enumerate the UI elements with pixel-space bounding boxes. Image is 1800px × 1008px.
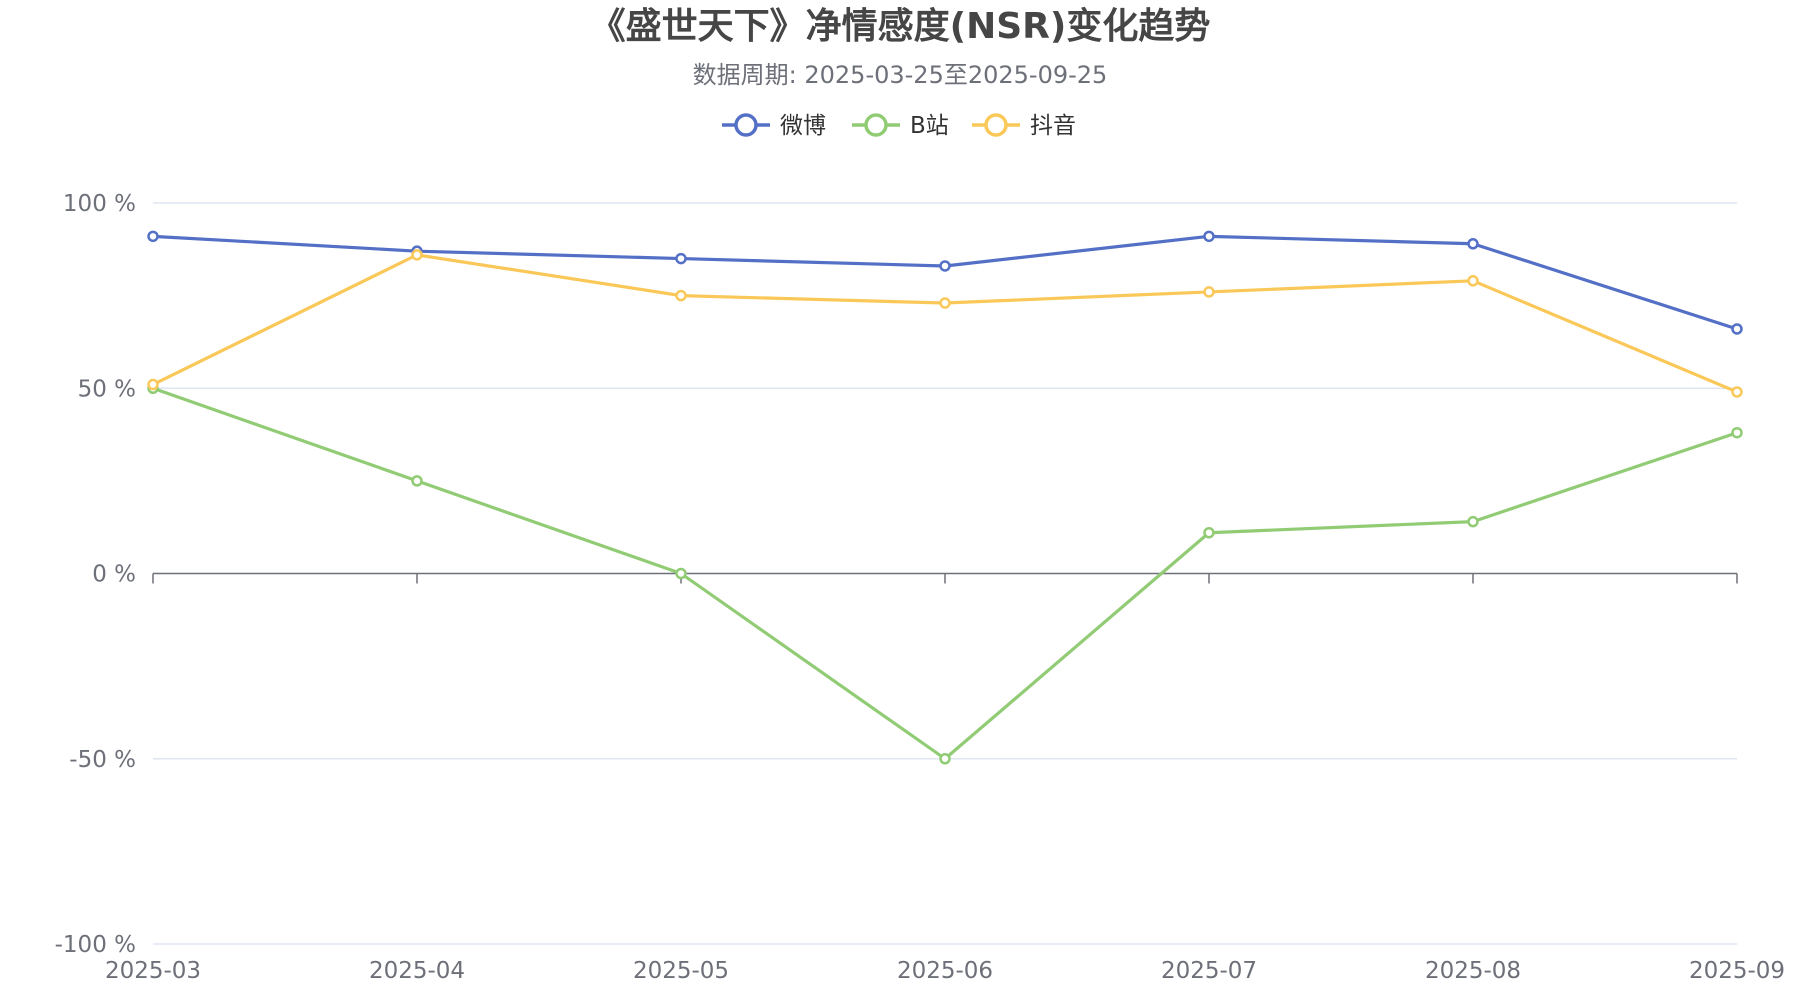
legend-item[interactable]: B站 bbox=[852, 113, 949, 139]
x-tick-label: 2025-07 bbox=[1161, 958, 1257, 984]
y-tick-label: 100 % bbox=[63, 191, 136, 217]
x-tick-label: 2025-08 bbox=[1425, 958, 1521, 984]
legend-circle-icon bbox=[864, 113, 888, 137]
y-tick-label: 0 % bbox=[92, 562, 136, 588]
legend-circle-icon bbox=[734, 113, 758, 137]
x-axis: 2025-03 2025-04 2025-05 2025-06 2025-07 2025-… bbox=[105, 572, 1785, 984]
legend-label: 微博 bbox=[780, 113, 826, 139]
legend-label: 抖音 bbox=[1030, 113, 1076, 139]
legend-circle-icon bbox=[984, 113, 1008, 137]
data-point[interactable] bbox=[1467, 515, 1479, 528]
data-point[interactable] bbox=[1467, 238, 1479, 250]
legend-label: B站 bbox=[910, 113, 949, 139]
data-point[interactable] bbox=[1203, 526, 1215, 539]
legend-item[interactable]: 微博 bbox=[722, 113, 826, 139]
series-0 bbox=[147, 230, 1743, 335]
data-point[interactable] bbox=[147, 230, 159, 243]
chart-legend[interactable]: 微博 B站 抖音 bbox=[722, 113, 1076, 139]
series-layer bbox=[147, 230, 1743, 765]
y-tick-label: -100 % bbox=[55, 932, 136, 958]
data-point[interactable] bbox=[675, 289, 687, 302]
series-line bbox=[151, 253, 1739, 394]
chart-subtitle: 数据周期: 2025-03-25至2025-09-25 bbox=[693, 61, 1108, 89]
data-point[interactable] bbox=[939, 297, 951, 309]
chart-title: 《盛世天下》净情感度(NSR)变化趋势 bbox=[590, 5, 1211, 47]
data-point[interactable] bbox=[675, 252, 687, 265]
series-1 bbox=[147, 382, 1743, 765]
data-point[interactable] bbox=[675, 567, 687, 580]
data-point[interactable] bbox=[147, 378, 159, 391]
series-2 bbox=[147, 249, 1743, 398]
data-point[interactable] bbox=[939, 260, 951, 272]
data-point[interactable] bbox=[1467, 275, 1479, 287]
x-tick-label: 2025-06 bbox=[897, 958, 993, 984]
data-point[interactable] bbox=[1203, 286, 1215, 298]
data-point[interactable] bbox=[1731, 386, 1743, 398]
y-tick-label: 50 % bbox=[78, 376, 136, 402]
data-point[interactable] bbox=[1203, 230, 1215, 243]
series-line bbox=[151, 234, 1739, 331]
y-axis: 100 % 50 % 0 % -50 % -100 % bbox=[55, 191, 136, 958]
y-tick-label: -50 % bbox=[69, 747, 136, 773]
x-tick-label: 2025-05 bbox=[633, 958, 729, 984]
data-point[interactable] bbox=[1731, 323, 1743, 335]
data-point[interactable] bbox=[411, 475, 423, 487]
data-point[interactable] bbox=[1731, 426, 1743, 439]
data-point[interactable] bbox=[411, 249, 423, 261]
x-tick-label: 2025-09 bbox=[1689, 958, 1785, 984]
x-tick-label: 2025-03 bbox=[105, 958, 201, 984]
legend-item[interactable]: 抖音 bbox=[972, 113, 1076, 139]
data-point[interactable] bbox=[939, 753, 951, 765]
x-tick-label: 2025-04 bbox=[369, 958, 465, 984]
